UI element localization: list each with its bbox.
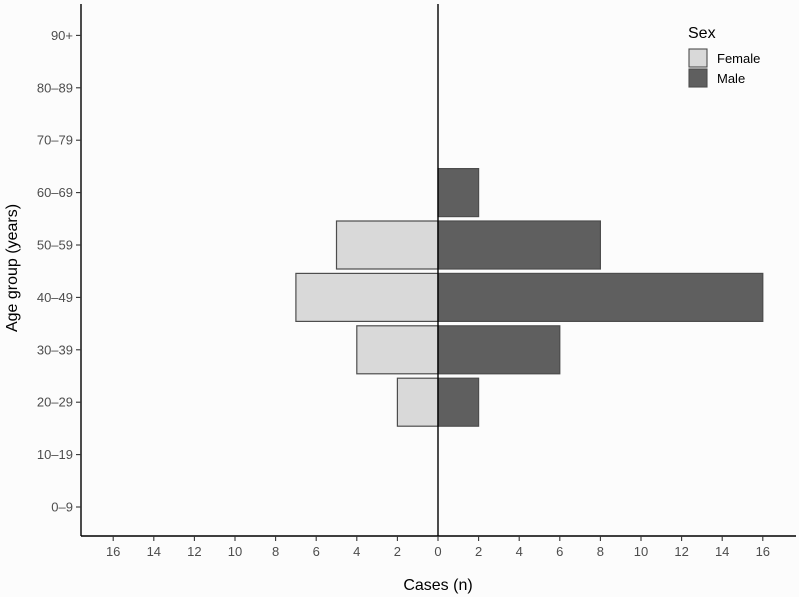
y-tick-label: 50–59 bbox=[37, 238, 73, 253]
bar-male-3 bbox=[437, 325, 561, 375]
x-tick-label: 12 bbox=[674, 544, 688, 559]
legend-swatch-male bbox=[688, 68, 708, 88]
bars-group bbox=[295, 168, 764, 427]
bar-female-4 bbox=[295, 272, 439, 322]
x-tick-label: 6 bbox=[313, 544, 320, 559]
bar-female-3 bbox=[356, 325, 439, 375]
legend-swatch-female bbox=[688, 48, 708, 68]
y-tick-label: 30–39 bbox=[37, 342, 73, 357]
bar-female-2 bbox=[396, 377, 439, 427]
bar-male-6 bbox=[437, 168, 480, 218]
y-axis-ticks: 0–9 10–19 20–29 30–39 40–49 50–59 60–69 70–79 80… bbox=[37, 28, 81, 515]
y-tick-label: 20–29 bbox=[37, 395, 73, 410]
x-tick-label: 16 bbox=[756, 544, 770, 559]
x-tick-label: 0 bbox=[434, 544, 441, 559]
y-axis-title: Age group (years) bbox=[4, 204, 21, 332]
x-tick-label: 10 bbox=[228, 544, 242, 559]
bar-female-5 bbox=[335, 220, 439, 270]
legend-label-female: Female bbox=[717, 51, 760, 66]
x-tick-label: 4 bbox=[353, 544, 360, 559]
x-axis-title: Cases (n) bbox=[403, 577, 472, 594]
x-tick-label: 8 bbox=[272, 544, 279, 559]
legend: Sex Female Male bbox=[688, 25, 760, 88]
x-tick-label: 2 bbox=[475, 544, 482, 559]
x-tick-label: 14 bbox=[715, 544, 729, 559]
y-tick-label: 60–69 bbox=[37, 185, 73, 200]
y-tick-label: 70–79 bbox=[37, 133, 73, 148]
x-tick-label: 10 bbox=[634, 544, 648, 559]
y-tick-label: 10–19 bbox=[37, 447, 73, 462]
legend-label-male: Male bbox=[717, 71, 745, 86]
legend-title: Sex bbox=[688, 25, 716, 42]
x-tick-label: 4 bbox=[516, 544, 523, 559]
y-tick-label: 0–9 bbox=[51, 500, 73, 515]
bar-male-5 bbox=[437, 220, 601, 270]
y-tick-label: 40–49 bbox=[37, 290, 73, 305]
y-tick-label: 80–89 bbox=[37, 80, 73, 95]
legend-items: Female Male bbox=[688, 48, 760, 88]
bar-male-4 bbox=[437, 272, 764, 322]
x-axis-ticks: 16 14 12 10 8 6 4 2 0 2 4 6 8 10 12 14 16 bbox=[106, 536, 770, 559]
x-tick-label: 16 bbox=[106, 544, 120, 559]
y-tick-label: 90+ bbox=[51, 28, 73, 43]
x-tick-label: 8 bbox=[597, 544, 604, 559]
x-tick-label: 6 bbox=[556, 544, 563, 559]
x-tick-label: 2 bbox=[394, 544, 401, 559]
x-tick-label: 12 bbox=[187, 544, 201, 559]
x-tick-label: 14 bbox=[147, 544, 161, 559]
bar-male-2 bbox=[437, 377, 480, 427]
